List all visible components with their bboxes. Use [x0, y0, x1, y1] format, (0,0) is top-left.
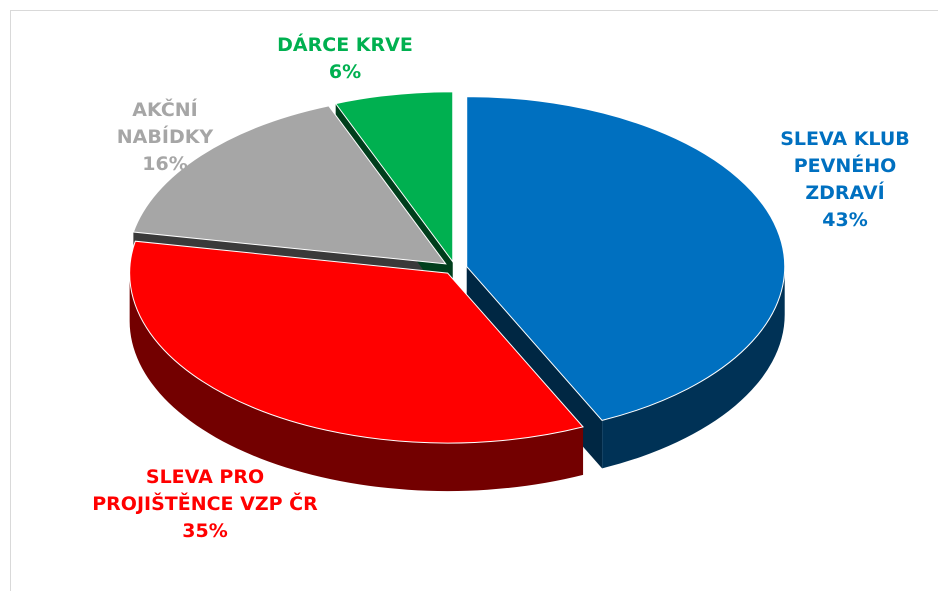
category-label: AKČNÍ NABÍDKY	[116, 99, 214, 148]
category-label: SLEVA KLUB PEVNÉHO ZDRAVÍ	[780, 128, 910, 204]
data-label: SLEVA PRO PROJIŠTĚNCE VZP ČR 35%	[80, 464, 330, 545]
pie-slice	[466, 96, 786, 421]
slice-side	[129, 273, 584, 492]
pie-slice	[334, 91, 454, 264]
slice-tops	[129, 91, 786, 444]
data-label: AKČNÍ NABÍDKY 16%	[110, 97, 220, 178]
slice-side	[602, 266, 785, 469]
value-label: 16%	[142, 153, 188, 175]
value-label: 35%	[182, 520, 228, 542]
category-label: SLEVA PRO PROJIŠTĚNCE VZP ČR	[92, 466, 318, 515]
value-label: 43%	[822, 209, 868, 231]
chart-border	[10, 10, 938, 591]
pie-slice	[129, 240, 584, 444]
value-label: 6%	[328, 61, 362, 83]
pie-slice	[132, 105, 447, 265]
data-label: SLEVA KLUB PEVNÉHO ZDRAVÍ 43%	[770, 126, 920, 234]
data-label: DÁRCE KRVE 6%	[270, 32, 420, 86]
category-label: DÁRCE KRVE	[277, 34, 413, 56]
